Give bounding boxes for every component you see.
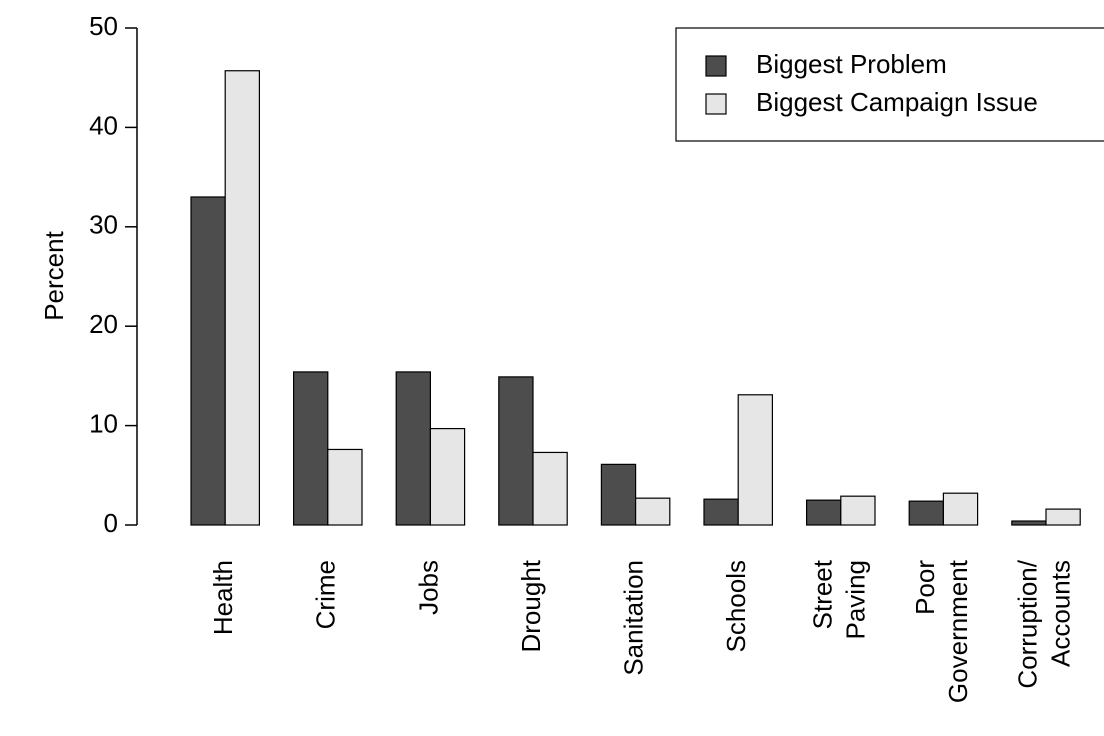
y-tick-label: 30 (89, 210, 118, 240)
x-tick-label: Poor Government (910, 559, 973, 703)
legend-box (675, 27, 1104, 142)
bar (942, 492, 979, 526)
bar (805, 499, 842, 526)
bar (224, 70, 260, 526)
x-tick-label: Street Paving (807, 559, 870, 639)
y-tick-label: 10 (89, 408, 118, 438)
bar (703, 498, 739, 526)
bar (1045, 508, 1081, 526)
x-tick-label: Drought (516, 559, 546, 652)
bar (634, 497, 671, 526)
x-tick-label: Jobs (413, 560, 443, 615)
y-tick-label: 50 (89, 11, 118, 41)
legend-swatch (705, 55, 727, 77)
bar (293, 371, 329, 526)
bar (532, 451, 568, 526)
legend-swatch (705, 93, 727, 115)
x-tick-label: Corruption/Accounts (1012, 559, 1075, 688)
bar (429, 427, 466, 526)
legend-label: Biggest Problem (756, 49, 947, 79)
y-tick-label: 20 (89, 309, 118, 339)
x-tick-label: Sanitation (618, 560, 648, 676)
y-tick-label: 40 (89, 110, 118, 140)
x-tick-label: Health (208, 560, 238, 635)
bar (327, 448, 363, 526)
bar (190, 196, 226, 526)
bar (498, 376, 534, 526)
bar (840, 495, 876, 526)
legend-label: Biggest Campaign Issue (756, 87, 1038, 117)
bar (395, 371, 432, 526)
y-axis-label: Percent (39, 230, 69, 320)
bar (600, 463, 637, 526)
bar (1011, 520, 1047, 526)
bar (908, 500, 945, 526)
x-tick-label: Crime (311, 560, 341, 629)
bar (737, 394, 774, 526)
y-tick-label: 0 (104, 508, 118, 538)
x-tick-label: Schools (721, 560, 751, 653)
